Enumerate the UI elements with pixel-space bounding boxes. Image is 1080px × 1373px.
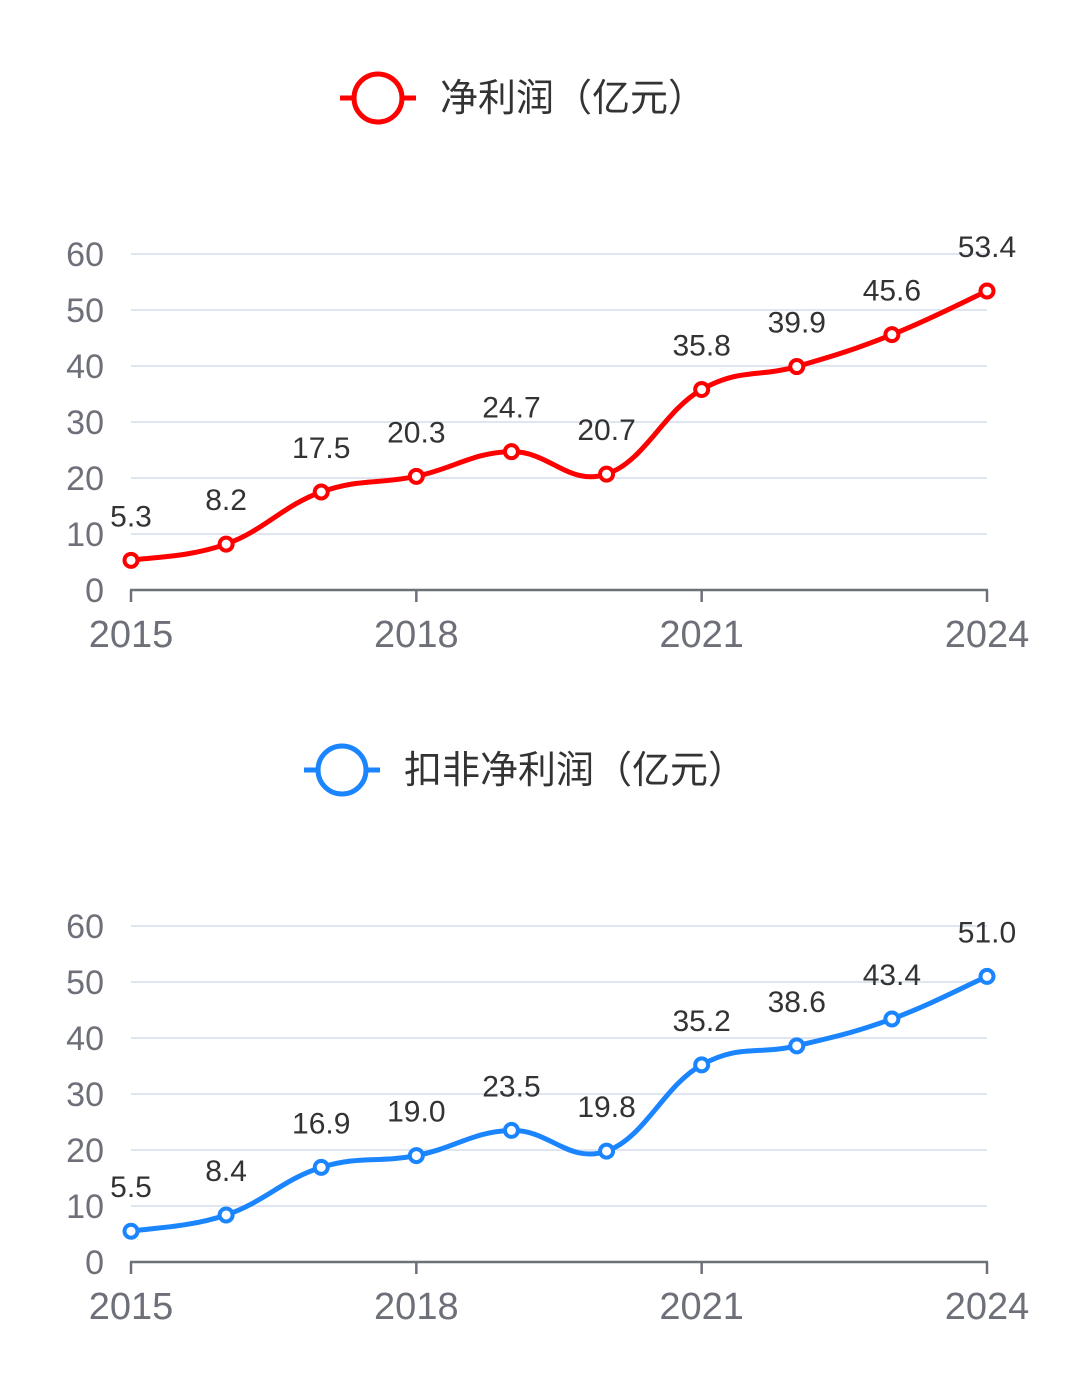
y-tick-label: 0 (85, 1244, 104, 1282)
data-label: 17.5 (292, 432, 350, 465)
data-point[interactable] (122, 1222, 140, 1240)
data-point[interactable] (788, 1037, 806, 1055)
data-point[interactable] (217, 535, 235, 553)
legend-circle-icon (315, 743, 369, 797)
data-point[interactable] (502, 443, 520, 461)
data-point[interactable] (312, 483, 330, 501)
x-tick-label: 2021 (659, 1286, 744, 1328)
data-label: 24.7 (482, 392, 540, 425)
data-label: 20.7 (577, 414, 635, 447)
data-point[interactable] (407, 1147, 425, 1165)
x-tick-label: 2015 (89, 614, 174, 656)
x-tick-label: 2015 (89, 1286, 174, 1328)
data-label: 35.8 (672, 330, 730, 363)
data-label: 51.0 (958, 916, 1016, 949)
data-point[interactable] (978, 282, 996, 300)
chart-2: 扣非净利润（亿元） 0 10 20 30 40 50 60 2015 2018 2021 2024 5.… (66, 743, 1030, 1328)
y-tick-label: 20 (66, 1132, 104, 1170)
data-point[interactable] (693, 1056, 711, 1074)
data-label: 20.3 (387, 416, 445, 449)
chart-1: 净利润（亿元） 0 10 20 30 40 50 60 2015 2018 2021 2024 5.3 8… (66, 71, 1030, 656)
data-label: 35.2 (672, 1005, 730, 1038)
y-tick-label: 50 (66, 292, 104, 330)
y-tick-label: 40 (66, 348, 104, 386)
data-label: 43.4 (863, 959, 921, 992)
data-label: 53.4 (958, 231, 1016, 264)
legend-circle-icon (351, 71, 405, 125)
data-point[interactable] (598, 1142, 616, 1160)
data-label: 8.2 (205, 484, 247, 517)
y-tick-label: 20 (66, 460, 104, 498)
data-label: 8.4 (205, 1155, 247, 1188)
data-label: 45.6 (863, 275, 921, 308)
data-label: 23.5 (482, 1070, 540, 1103)
data-point[interactable] (122, 551, 140, 569)
legend-item[interactable]: 净利润（亿元） (340, 71, 706, 125)
series-line (128, 288, 990, 563)
y-tick-label: 10 (66, 1188, 104, 1226)
x-tick-label: 2021 (659, 614, 744, 656)
x-tick-label: 2024 (945, 614, 1030, 656)
y-tick-label: 40 (66, 1020, 104, 1058)
x-tick-label: 2018 (374, 614, 459, 656)
y-tick-label: 60 (66, 236, 104, 274)
data-point[interactable] (312, 1158, 330, 1176)
y-tick-label: 60 (66, 908, 104, 946)
data-point[interactable] (407, 467, 425, 485)
data-point[interactable] (217, 1206, 235, 1224)
data-label: 19.0 (387, 1096, 445, 1129)
data-point[interactable] (693, 381, 711, 399)
y-tick-label: 30 (66, 404, 104, 442)
data-label: 5.5 (110, 1171, 152, 1204)
data-point[interactable] (598, 465, 616, 483)
series-line (128, 973, 990, 1234)
legend-label: 净利润（亿元） (440, 76, 706, 120)
data-point[interactable] (883, 326, 901, 344)
x-tick-label: 2018 (374, 1286, 459, 1328)
data-label: 38.6 (768, 986, 826, 1019)
y-tick-label: 10 (66, 516, 104, 554)
data-point[interactable] (883, 1010, 901, 1028)
data-point[interactable] (502, 1121, 520, 1139)
y-tick-label: 50 (66, 964, 104, 1002)
x-tick-label: 2024 (945, 1286, 1030, 1328)
y-tick-label: 0 (85, 572, 104, 610)
data-label: 5.3 (110, 500, 152, 533)
data-point[interactable] (978, 967, 996, 985)
data-label: 16.9 (292, 1107, 350, 1140)
legend-label: 扣非净利润（亿元） (404, 748, 746, 792)
data-label: 39.9 (768, 307, 826, 340)
y-tick-label: 30 (66, 1076, 104, 1114)
legend-item[interactable]: 扣非净利润（亿元） (304, 743, 746, 797)
data-label: 19.8 (577, 1091, 635, 1124)
data-point[interactable] (788, 358, 806, 376)
